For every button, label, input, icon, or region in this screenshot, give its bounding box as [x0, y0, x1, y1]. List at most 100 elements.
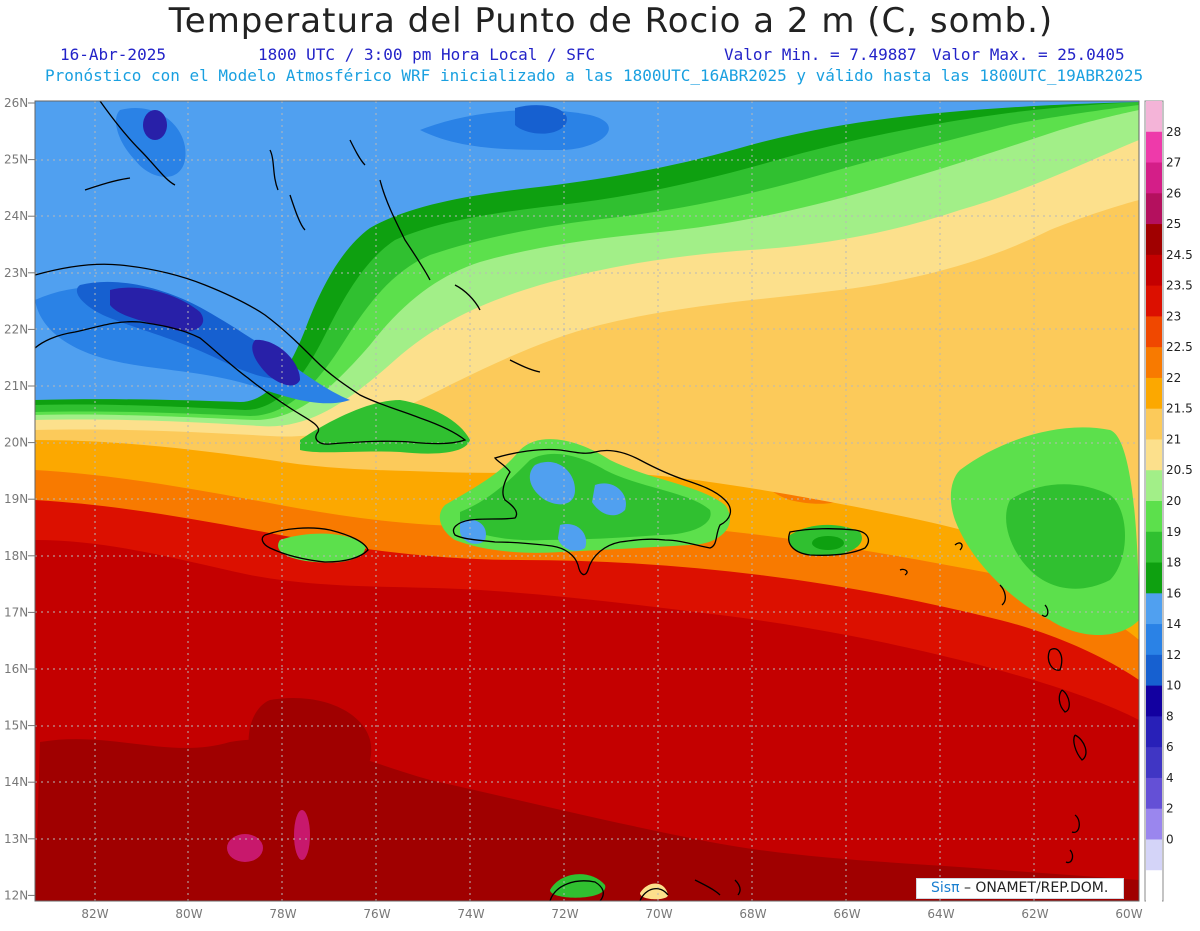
colorbar-label: 22 — [1166, 371, 1181, 385]
colorbar-swatch — [1146, 193, 1162, 225]
colorbar-label: 0 — [1166, 832, 1174, 846]
contour-dark-blue — [515, 105, 567, 134]
colorbar-label: 23 — [1166, 309, 1181, 323]
colorbar-swatch — [1146, 870, 1162, 902]
latitude-label: 17N — [4, 605, 28, 619]
colorbar-swatch — [1146, 808, 1162, 840]
colorbar-swatch — [1146, 316, 1162, 348]
colorbar-swatch — [1146, 470, 1162, 502]
colorbar-swatch — [1146, 501, 1162, 533]
max-value: Valor Max. = 25.0405 — [932, 45, 1125, 64]
latitude-label: 21N — [4, 379, 28, 393]
colorbar-swatch — [1146, 285, 1162, 317]
longitude-label: 78W — [269, 907, 296, 921]
colorbar-label: 10 — [1166, 679, 1181, 693]
colorbar-label: 6 — [1166, 740, 1174, 754]
contour-light-blue — [558, 524, 587, 551]
contour-green — [278, 533, 366, 563]
colorbar-swatch — [1146, 624, 1162, 656]
colorbar-swatch — [1146, 777, 1162, 810]
latitude-label: 23N — [4, 266, 28, 280]
longitude-label: 60W — [1115, 907, 1142, 921]
contour-mid-green — [1006, 484, 1125, 589]
colorbar-swatch — [1146, 162, 1162, 194]
colorbar-label: 28 — [1166, 125, 1181, 139]
south-america-coastline — [549, 879, 741, 901]
colorbar-swatch — [1146, 224, 1162, 256]
colorbar-label: 21 — [1166, 432, 1181, 446]
latitude-label: 24N — [4, 209, 28, 223]
bahamas-coastline — [269, 139, 541, 373]
colorbar-label: 25 — [1166, 217, 1181, 231]
colorbar-label: 22.5 — [1166, 340, 1193, 354]
lesser-antilles-coastline — [899, 542, 1087, 864]
latitude-label: 19N — [4, 492, 28, 506]
latitude-label: 16N — [4, 662, 28, 676]
colorbar-label: 8 — [1166, 709, 1174, 723]
contour-mid-green — [300, 400, 470, 454]
dewpoint-field — [35, 101, 1139, 901]
contour-mid-green — [460, 453, 711, 541]
colorbar-label: 23.5 — [1166, 279, 1193, 293]
latitude-label: 22N — [4, 322, 28, 336]
longitude-label: 68W — [739, 907, 766, 921]
min-value: Valor Min. = 7.49887 — [724, 45, 917, 64]
colorbar-label: 20 — [1166, 494, 1181, 508]
colorbar-label: 4 — [1166, 771, 1174, 785]
colorbar-label: 27 — [1166, 156, 1181, 170]
latitude-label: 12N — [4, 888, 28, 902]
contour-mid-green — [550, 874, 606, 898]
latitude-axis: 26N 25N 24N 23N 22N 21N 20N 19N 18N 17N 16N 15N 14N 1… — [4, 96, 35, 902]
colorbar-swatch — [1146, 654, 1162, 687]
contour-dark-green — [812, 536, 844, 550]
colorbar-swatch — [1146, 593, 1162, 625]
colorbar-label: 18 — [1166, 556, 1181, 570]
colorbar-label: 20.5 — [1166, 463, 1193, 477]
longitude-label: 72W — [551, 907, 578, 921]
colorbar-swatch — [1146, 131, 1162, 164]
puerto-rico-coastline — [788, 528, 869, 556]
latitude-label: 25N — [4, 153, 28, 167]
florida-coastline — [84, 101, 176, 191]
jamaica-coastline — [261, 527, 369, 563]
longitude-label: 80W — [175, 907, 202, 921]
colorbar-label: 19 — [1166, 525, 1181, 539]
contour-light-blue — [529, 461, 575, 505]
colorbar-swatch — [1146, 716, 1162, 748]
latitude-label: 14N — [4, 775, 28, 789]
longitude-label: 62W — [1021, 907, 1048, 921]
contour-magenta — [227, 834, 263, 862]
colorbar-label: 12 — [1166, 648, 1181, 662]
contour-magenta — [294, 810, 310, 860]
longitude-label: 82W — [81, 907, 108, 921]
hispaniola-coastline — [452, 448, 732, 576]
forecast-date: 16-Abr-2025 — [60, 45, 166, 64]
colorbar-swatch — [1146, 747, 1162, 779]
latitude-label: 26N — [4, 96, 28, 110]
latitude-label: 18N — [4, 549, 28, 563]
colorbar-label: 21.5 — [1166, 402, 1193, 416]
contour-light-blue — [592, 483, 626, 516]
colorbar-swatch — [1146, 347, 1162, 379]
colorbar-label: 24.5 — [1166, 248, 1193, 262]
contour-navy — [143, 110, 167, 140]
colorbar-swatch — [1146, 101, 1162, 133]
colorbar-swatch — [1146, 254, 1162, 287]
colorbar-swatch — [1146, 562, 1162, 594]
longitude-label: 64W — [927, 907, 954, 921]
colorbar-label: 2 — [1166, 802, 1174, 816]
longitude-label: 76W — [363, 907, 390, 921]
latitude-label: 20N — [4, 436, 28, 450]
sispi-logo: Sisπ – ONAMET/REP.DOM. — [916, 878, 1124, 899]
latitude-label: 13N — [4, 832, 28, 846]
colorbar-label: 26 — [1166, 186, 1181, 200]
contour-navy — [252, 339, 300, 386]
colorbar-swatch — [1146, 439, 1162, 471]
contour-light-blue — [35, 101, 1139, 402]
colorbar-swatch — [1146, 839, 1162, 871]
map-frame — [34, 100, 1140, 902]
longitude-axis: 82W 80W 78W 76W 74W 72W 70W 68W 66W 64W 62W 60W — [81, 907, 1142, 921]
colorbar-swatch — [1146, 377, 1162, 410]
contour-dark-red — [248, 698, 372, 791]
logo-brand: Sisπ — [931, 880, 960, 896]
